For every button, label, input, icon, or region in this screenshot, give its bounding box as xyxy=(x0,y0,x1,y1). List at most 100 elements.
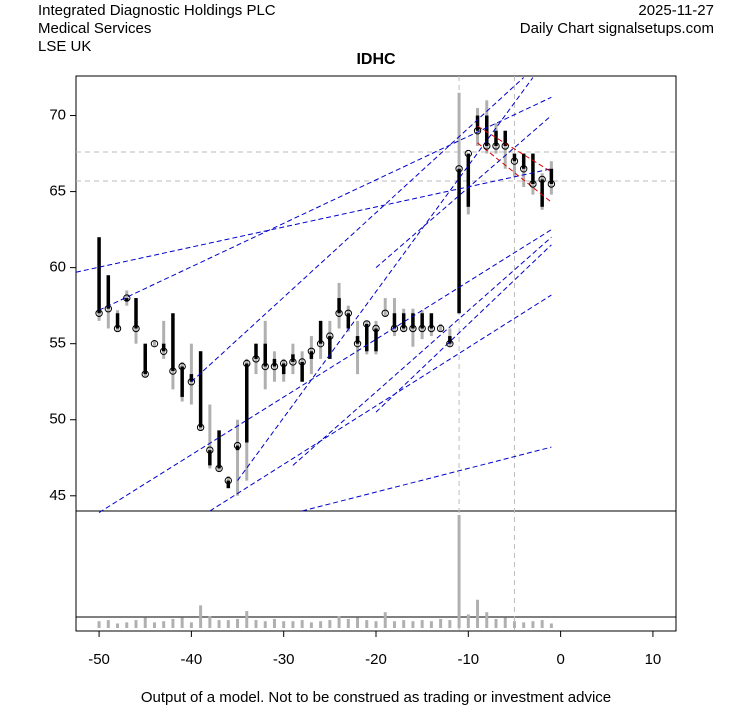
close-marker xyxy=(335,309,343,317)
close-marker xyxy=(252,355,260,363)
volume-bar xyxy=(356,617,360,628)
volume-bar xyxy=(208,616,212,628)
volume-bar xyxy=(402,620,406,628)
volume-bar xyxy=(374,621,378,628)
volume-bar xyxy=(162,621,166,628)
x-tick-label: -40 xyxy=(181,651,203,668)
volume-panel xyxy=(75,510,677,618)
volume-bar xyxy=(420,620,424,628)
close-marker xyxy=(196,423,205,432)
volume-bar xyxy=(457,515,461,628)
close-marker xyxy=(298,358,306,366)
volume-bar xyxy=(245,611,249,628)
close-marker xyxy=(436,324,445,333)
volume-bar xyxy=(448,620,452,628)
trendline xyxy=(98,229,552,513)
volume-bar xyxy=(189,622,193,628)
volume-bar xyxy=(180,617,184,628)
volume-bar xyxy=(282,621,286,628)
close-marker xyxy=(316,339,325,348)
volume-bar xyxy=(291,621,295,628)
x-tick-label: 10 xyxy=(645,651,662,668)
volume-bar xyxy=(97,621,101,628)
y-tick-label: 65 xyxy=(49,183,66,200)
close-marker xyxy=(427,324,436,333)
close-marker xyxy=(95,309,103,317)
volume-bar xyxy=(106,620,110,628)
volume-bar xyxy=(365,620,369,628)
volume-bar xyxy=(328,620,332,628)
exchange: LSE UK xyxy=(38,38,91,55)
volume-bar xyxy=(152,622,156,628)
source: Daily Chart signalsetups.com xyxy=(520,20,714,37)
trendline xyxy=(375,115,552,269)
sector: Medical Services xyxy=(38,20,151,37)
close-marker xyxy=(123,294,131,302)
close-marker xyxy=(169,367,177,375)
price-panel xyxy=(75,75,677,512)
close-marker xyxy=(409,324,417,333)
close-marker xyxy=(529,180,537,188)
volume-bar xyxy=(337,616,341,628)
y-tick-label: 50 xyxy=(49,411,66,428)
volume-bar xyxy=(125,622,129,628)
volume-bar xyxy=(383,612,387,628)
volume-bar xyxy=(540,620,544,628)
close-marker xyxy=(141,370,149,378)
close-marker xyxy=(492,142,500,150)
close-marker xyxy=(372,324,380,333)
close-marker xyxy=(113,324,122,333)
chart-title: IDHC xyxy=(356,51,396,68)
close-marker xyxy=(353,339,362,348)
close-marker xyxy=(261,362,269,371)
close-marker xyxy=(289,358,297,366)
close-marker xyxy=(418,324,426,333)
volume-bar xyxy=(531,621,535,628)
volume-bar xyxy=(411,621,415,628)
volume-bar xyxy=(476,599,480,628)
volume-bar xyxy=(439,618,443,628)
close-marker xyxy=(215,464,223,473)
close-marker xyxy=(224,476,233,485)
x-tick-label: -50 xyxy=(88,651,110,668)
volume-bar xyxy=(254,620,258,628)
close-marker xyxy=(446,339,454,348)
close-marker xyxy=(455,165,463,173)
volume-bar xyxy=(485,612,489,628)
volume-bar xyxy=(494,618,498,628)
volume-bar xyxy=(512,621,516,628)
close-marker xyxy=(326,332,334,340)
date: 2025-11-27 xyxy=(638,2,714,19)
trendline xyxy=(375,244,552,413)
company: Integrated Diagnostic Holdings PLC xyxy=(38,2,276,19)
y-tick-label: 55 xyxy=(49,335,66,352)
close-marker xyxy=(547,180,556,188)
close-marker xyxy=(159,347,168,355)
y-tick-label: 45 xyxy=(49,487,66,504)
close-marker xyxy=(390,324,399,333)
x-tick-label: 0 xyxy=(556,651,564,668)
volume-bar xyxy=(466,614,470,628)
volume-bar xyxy=(226,620,230,628)
close-marker xyxy=(473,127,482,135)
volume-bar xyxy=(309,622,313,628)
close-marker xyxy=(510,157,519,165)
volume-bar xyxy=(217,620,221,628)
trendline xyxy=(302,446,552,512)
x-tick-label: -10 xyxy=(457,651,479,668)
volume-bar xyxy=(236,618,240,628)
close-marker xyxy=(501,142,509,150)
trendline xyxy=(75,168,552,273)
volume-bar xyxy=(116,623,120,628)
volume-bar xyxy=(392,621,396,628)
volume-bar xyxy=(143,617,147,628)
volume-bar xyxy=(171,618,175,628)
volume-bar xyxy=(263,621,267,628)
trendline xyxy=(98,96,552,311)
close-marker xyxy=(344,309,353,317)
trendline xyxy=(237,77,534,481)
close-marker xyxy=(279,359,288,368)
close-marker xyxy=(270,362,279,371)
close-marker xyxy=(206,446,214,454)
